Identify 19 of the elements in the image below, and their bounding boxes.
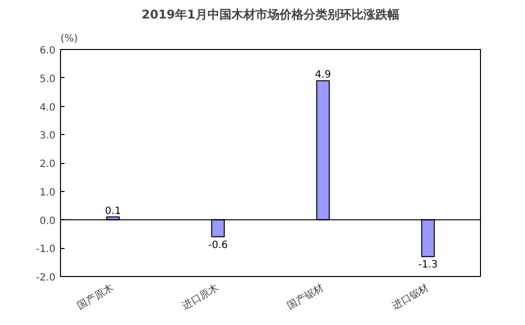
y-tick-label: 6.0 — [40, 46, 56, 56]
data-label: 0.1 — [105, 206, 121, 217]
x-tick-label: 国产锯材 — [285, 282, 326, 312]
data-label: 4.9 — [315, 70, 331, 81]
y-tick-label: 2.0 — [40, 159, 56, 170]
y-axis-title: (%) — [60, 34, 78, 44]
x-tick-label: 进口锯材 — [390, 282, 431, 312]
data-label: -1.3 — [418, 260, 438, 271]
x-tick-label: 进口原木 — [180, 282, 221, 312]
y-tick-label: 5.0 — [40, 74, 56, 85]
y-tick-label: 4.0 — [40, 102, 56, 114]
y-tick-label: 3.0 — [40, 130, 56, 142]
y-tick-label: 1.0 — [40, 187, 56, 198]
y-tick-label: -1.0 — [36, 244, 56, 256]
chart-title: 2019年1月中国木材市场价格分类别环比涨跌幅 — [142, 8, 400, 22]
y-tick-label: 0.0 — [40, 216, 56, 227]
y-tick-label: -2.0 — [36, 272, 56, 284]
x-tick-label: 国产原木 — [75, 282, 116, 312]
data-label: -0.6 — [208, 240, 228, 251]
